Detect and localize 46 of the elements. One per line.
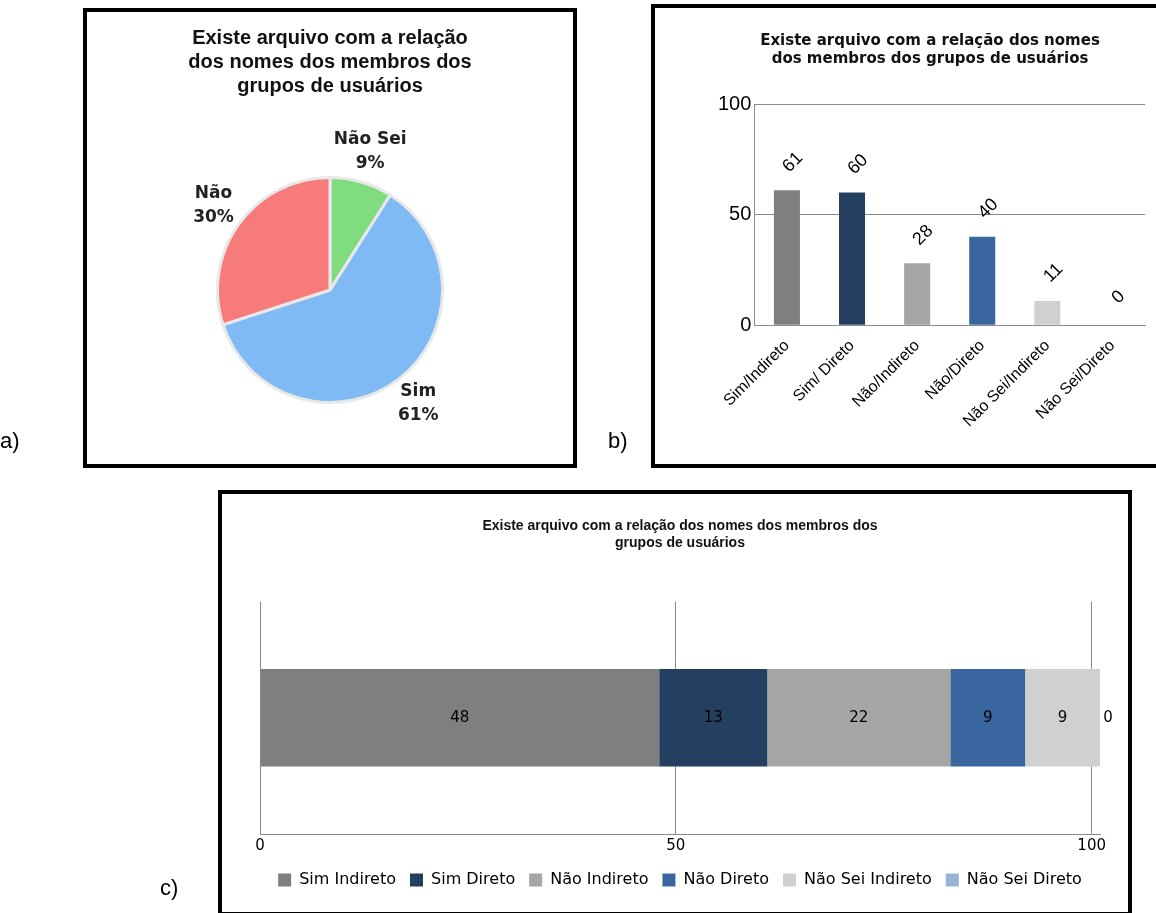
bar bbox=[1025, 669, 1100, 767]
data-label: 48 bbox=[450, 707, 470, 726]
data-label: 0 bbox=[1107, 285, 1129, 308]
text: b) bbox=[608, 428, 628, 454]
text: c) bbox=[160, 875, 179, 901]
data-label: 9 bbox=[1057, 707, 1068, 726]
bar bbox=[659, 669, 768, 767]
data-label: 30% bbox=[193, 205, 234, 226]
data-label: 40 bbox=[973, 193, 1002, 223]
legend-label: Não Direto bbox=[683, 869, 769, 889]
data-label: 60 bbox=[843, 149, 872, 178]
data-label: 9 bbox=[982, 707, 993, 726]
chart-title: Existe arquivo com a relação dos nomes dos membros dos grupos de usuários bbox=[188, 25, 472, 96]
y-tick-label: 0 bbox=[740, 312, 752, 335]
legend-label: Não Indireto bbox=[550, 869, 649, 889]
data-label: 61% bbox=[397, 404, 439, 425]
data-label: 0 bbox=[1103, 707, 1113, 726]
bar bbox=[1034, 300, 1061, 325]
bar bbox=[904, 263, 931, 325]
data-label: 9% bbox=[355, 152, 385, 173]
x-tick-label: 50 bbox=[666, 835, 686, 854]
data-label: 22 bbox=[849, 707, 869, 726]
bar bbox=[773, 190, 800, 325]
legend-label: Não Sei Direto bbox=[966, 869, 1082, 889]
data-label: 61 bbox=[778, 147, 807, 176]
slice-label: Sim bbox=[400, 380, 437, 401]
chart-title: Existe arquivo com a relação dos nomes dos membros dos grupos de usuários bbox=[760, 30, 1100, 67]
bar bbox=[767, 669, 951, 767]
legend-label: Sim Direto bbox=[431, 869, 516, 889]
chart-title: Existe arquivo com a relação dos nomes dos membros dos grupos de usuários bbox=[482, 517, 878, 551]
bar bbox=[969, 236, 996, 325]
legend-label: Sim Indireto bbox=[299, 869, 397, 889]
data-label: 13 bbox=[703, 707, 723, 726]
x-tick-label: 0 bbox=[255, 835, 265, 854]
x-tick-label: 100 bbox=[1077, 835, 1106, 854]
text: a) bbox=[0, 428, 20, 454]
bar bbox=[839, 192, 866, 325]
slice-label: Não bbox=[194, 181, 233, 202]
y-tick-label: 100 bbox=[717, 91, 752, 114]
bar bbox=[260, 669, 660, 767]
data-label: 11 bbox=[1038, 258, 1067, 286]
legend-label: Não Sei Indireto bbox=[803, 869, 932, 889]
bar bbox=[950, 669, 1026, 767]
y-tick-label: 50 bbox=[729, 202, 752, 225]
data-label: 28 bbox=[908, 220, 937, 249]
slice-label: Não Sei bbox=[333, 128, 407, 149]
